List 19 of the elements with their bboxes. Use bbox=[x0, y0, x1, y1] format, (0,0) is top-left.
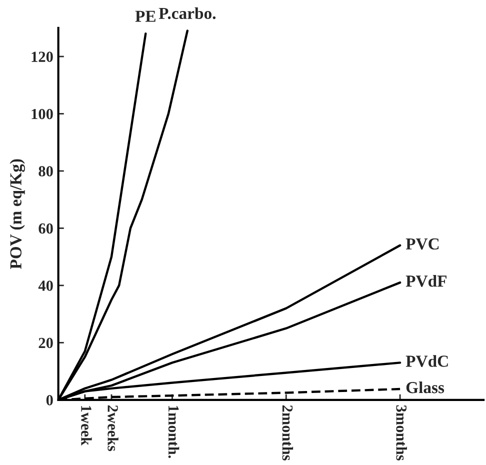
series-label: PVC bbox=[406, 238, 439, 250]
x-tick-label: 2months bbox=[282, 405, 294, 460]
x-tick-label: 1week bbox=[81, 406, 92, 446]
y-tick-label: 60 bbox=[38, 223, 53, 234]
y-tick-label: 120 bbox=[32, 52, 53, 62]
series-label: PE bbox=[135, 10, 156, 22]
x-tick-label: 2weeks bbox=[108, 405, 118, 452]
series-label: P.carbo. bbox=[158, 7, 216, 20]
series-label: PVdF bbox=[406, 275, 446, 287]
x-tick-label: 3months bbox=[396, 405, 407, 460]
series-label: PVdC bbox=[406, 355, 448, 367]
y-axis-title: POV (m eq/Kg) bbox=[10, 159, 25, 270]
y-tick-label: 0 bbox=[46, 395, 53, 406]
y-tick-label: 100 bbox=[32, 108, 53, 120]
y-tick-label: 20 bbox=[38, 338, 53, 348]
y-tick-label: 80 bbox=[38, 166, 53, 176]
series-label: Glass bbox=[406, 381, 444, 394]
x-tick-label: 1month. bbox=[168, 406, 180, 458]
y-tick-label: 40 bbox=[38, 280, 53, 291]
